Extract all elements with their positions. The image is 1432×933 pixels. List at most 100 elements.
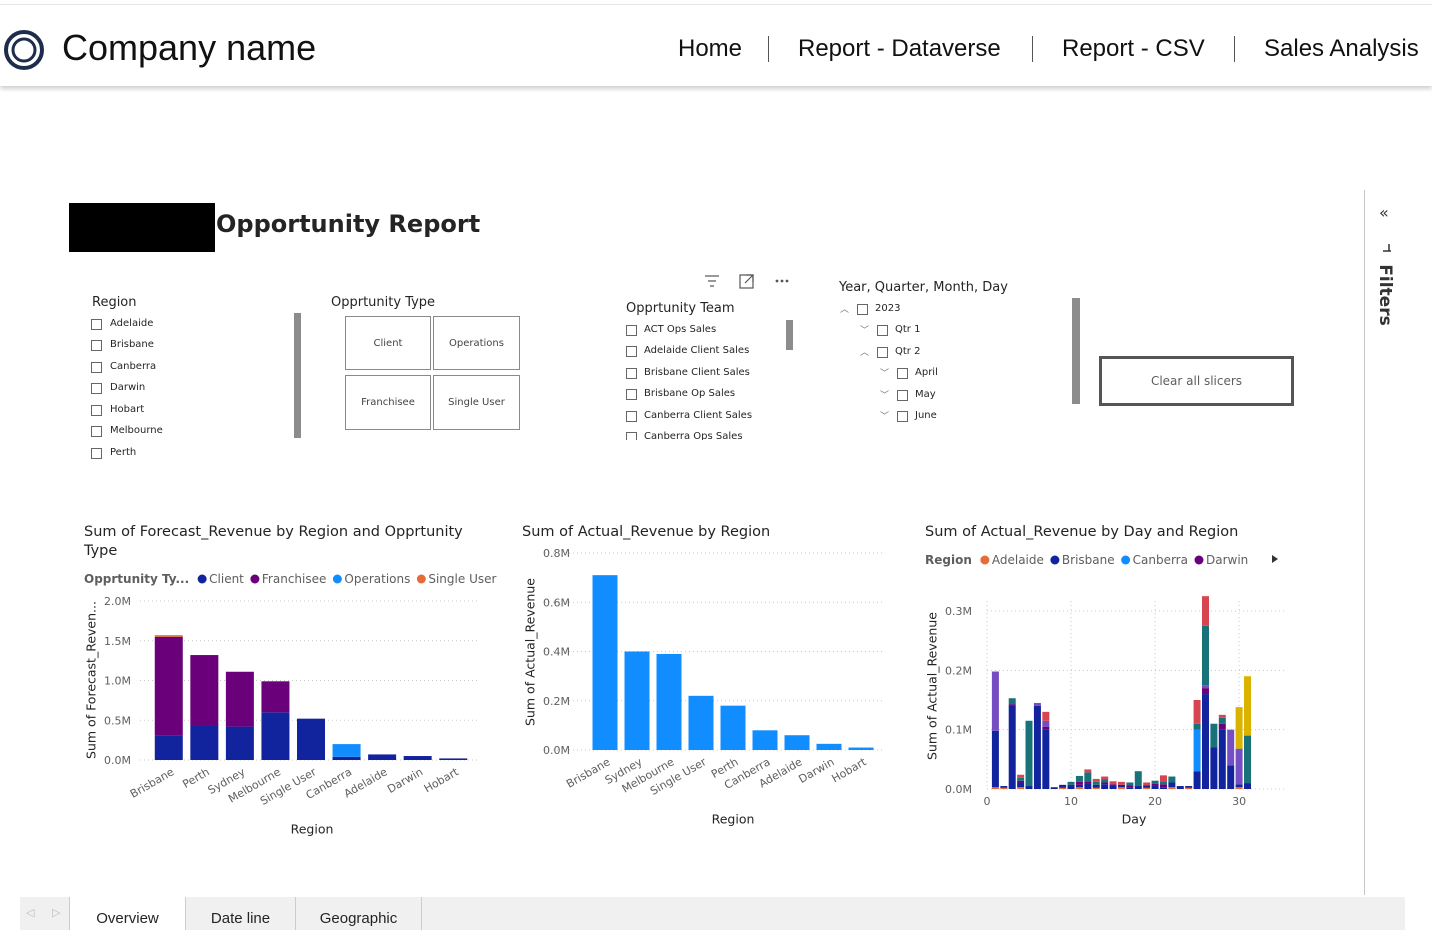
tab[interactable]: Geographic	[296, 897, 422, 930]
slicer-item[interactable]: Canberra	[110, 361, 157, 372]
slicer-tile[interactable]: Franchisee	[345, 375, 431, 430]
bar	[1126, 787, 1134, 789]
bar	[1067, 784, 1075, 787]
checkbox[interactable]	[91, 319, 102, 330]
bar	[784, 735, 810, 750]
bar	[1000, 786, 1008, 788]
slicer-item[interactable]: Brisbane Op Sales	[644, 388, 736, 400]
tab-scroll-left[interactable]: ◁	[26, 906, 35, 919]
collapse-icon[interactable]: «	[1379, 203, 1389, 222]
checkbox[interactable]	[91, 383, 102, 394]
checkbox[interactable]	[626, 346, 637, 358]
bar	[1159, 775, 1167, 782]
slicer-item[interactable]: April	[915, 367, 938, 378]
expand-chevron[interactable]: ﹀	[860, 326, 870, 336]
nav-link[interactable]: Report - CSV	[1062, 35, 1205, 62]
slicer-item[interactable]: Melbourne	[110, 425, 163, 436]
slicer-item[interactable]: Qtr 1	[895, 324, 921, 335]
slicer-item[interactable]: Perth	[110, 447, 137, 458]
checkbox[interactable]	[857, 304, 868, 315]
checkbox[interactable]	[897, 390, 908, 401]
chart-title: Sum of Actual_Revenue by Day and Region	[925, 524, 1239, 540]
bar	[225, 671, 254, 727]
slicer-item[interactable]: Adelaide Client Sales	[644, 345, 750, 357]
filters-pane-label[interactable]: Filters	[1375, 264, 1395, 326]
x-tick-label: Hobart	[422, 765, 462, 795]
checkbox[interactable]	[877, 347, 888, 358]
bar	[1017, 777, 1025, 781]
bar	[1185, 786, 1193, 788]
clear-slicers-button[interactable]: Clear all slicers	[1099, 356, 1294, 406]
slicer-item[interactable]: Adelaide	[110, 318, 154, 329]
tab[interactable]: Date line	[186, 897, 296, 930]
bar	[1143, 785, 1151, 788]
checkbox[interactable]	[897, 411, 908, 422]
tab-scroll-right[interactable]: ▷	[52, 906, 61, 919]
bar	[1168, 782, 1176, 788]
tab[interactable]: Overview	[70, 897, 186, 930]
x-tick-label: Darwin	[796, 755, 836, 786]
slicer-tile[interactable]: Operations	[433, 316, 520, 370]
bar	[261, 681, 290, 713]
checkbox[interactable]	[626, 432, 637, 440]
nav-link[interactable]: Home	[678, 35, 743, 62]
slicer-item[interactable]: Hobart	[110, 404, 145, 415]
slicer-item[interactable]: 2023	[875, 303, 901, 314]
legend-label: Brisbane	[1062, 553, 1115, 567]
checkbox[interactable]	[91, 340, 102, 351]
slicer-item[interactable]: May	[915, 389, 936, 400]
slicer-item[interactable]: Canberra Client Sales	[644, 409, 753, 421]
slicer-tile[interactable]: Client	[345, 316, 431, 370]
slicer-item[interactable]: Qtr 2	[895, 346, 921, 357]
slicer-tile[interactable]: Single User	[433, 375, 520, 430]
nav-link[interactable]: Sales Analysis	[1264, 35, 1419, 62]
nav-link[interactable]: Report - Dataverse	[798, 35, 1001, 62]
expand-chevron[interactable]: ﹀	[880, 412, 890, 422]
checkbox[interactable]	[877, 325, 888, 336]
checkbox[interactable]	[897, 368, 908, 379]
checkbox[interactable]	[91, 426, 102, 437]
bar	[816, 743, 842, 750]
scrollbar[interactable]	[786, 320, 793, 350]
checkbox[interactable]	[91, 405, 102, 416]
expand-chevron[interactable]: ︿	[860, 348, 870, 358]
bar	[1193, 700, 1201, 724]
bar	[1185, 787, 1193, 789]
checkbox[interactable]	[626, 389, 637, 401]
tab-bar	[20, 897, 1405, 930]
checkbox[interactable]	[91, 448, 102, 459]
legend-scroll-arrow[interactable]	[1270, 553, 1280, 565]
checkbox[interactable]	[626, 325, 637, 336]
scrollbar[interactable]	[294, 313, 301, 438]
slicer-item[interactable]: Darwin	[110, 382, 146, 393]
slicer-item[interactable]: Canberra Ops Sales	[644, 431, 743, 440]
scrollbar[interactable]	[1072, 298, 1080, 404]
y-tick-label: 1.0M	[104, 675, 131, 688]
expand-chevron[interactable]: ︿	[840, 305, 850, 315]
expand-chevron[interactable]: ﹀	[880, 369, 890, 379]
checkbox[interactable]	[626, 410, 637, 422]
separator	[69, 897, 70, 930]
x-tick-label: 0	[984, 795, 991, 808]
checkbox[interactable]	[91, 362, 102, 373]
bar	[1193, 723, 1201, 730]
checkbox[interactable]	[626, 367, 637, 379]
slicer-title: Opprtunity Team	[626, 301, 735, 316]
bar	[991, 787, 999, 789]
bar	[1159, 787, 1167, 789]
x-tick-label: 20	[1148, 795, 1162, 808]
expand-chevron[interactable]: ﹀	[880, 391, 890, 401]
bar	[154, 635, 183, 637]
bar	[332, 744, 361, 757]
slicer-item[interactable]: Brisbane	[110, 339, 154, 350]
bar	[1193, 729, 1201, 772]
bar	[1059, 787, 1067, 789]
slicer-item[interactable]: Brisbane Client Sales	[644, 366, 750, 378]
slicer-item[interactable]: ACT Ops Sales	[644, 324, 717, 335]
bar	[592, 575, 618, 750]
bar	[297, 718, 325, 760]
bar	[1201, 685, 1209, 689]
legend-marker	[416, 574, 426, 584]
slicer-item[interactable]: June	[915, 410, 937, 421]
bar	[1143, 787, 1151, 789]
